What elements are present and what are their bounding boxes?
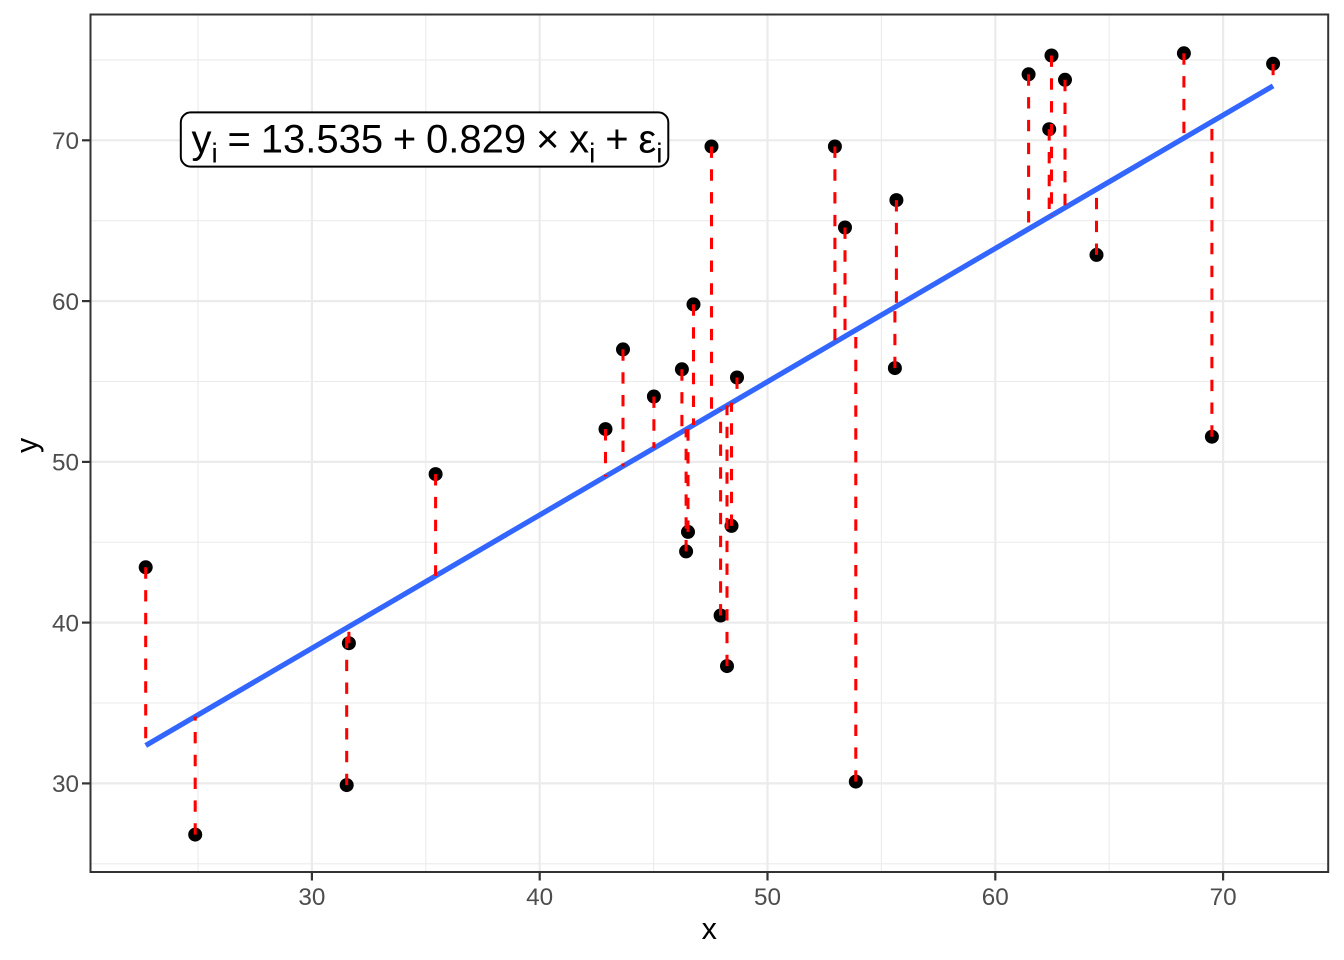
svg-text:60: 60 — [982, 884, 1009, 911]
svg-text:30: 30 — [298, 884, 325, 911]
svg-text:50: 50 — [754, 884, 781, 911]
svg-text:60: 60 — [52, 289, 79, 316]
svg-text:y: y — [10, 437, 44, 453]
svg-text:40: 40 — [52, 610, 79, 637]
svg-text:40: 40 — [526, 884, 553, 911]
svg-text:x: x — [702, 912, 717, 946]
svg-text:yi = 13.535 + 0.829 × xi + εi: yi = 13.535 + 0.829 × xi + εi — [192, 117, 663, 168]
svg-text:30: 30 — [52, 771, 79, 798]
svg-text:50: 50 — [52, 450, 79, 477]
svg-text:70: 70 — [52, 128, 79, 155]
svg-text:70: 70 — [1210, 884, 1237, 911]
